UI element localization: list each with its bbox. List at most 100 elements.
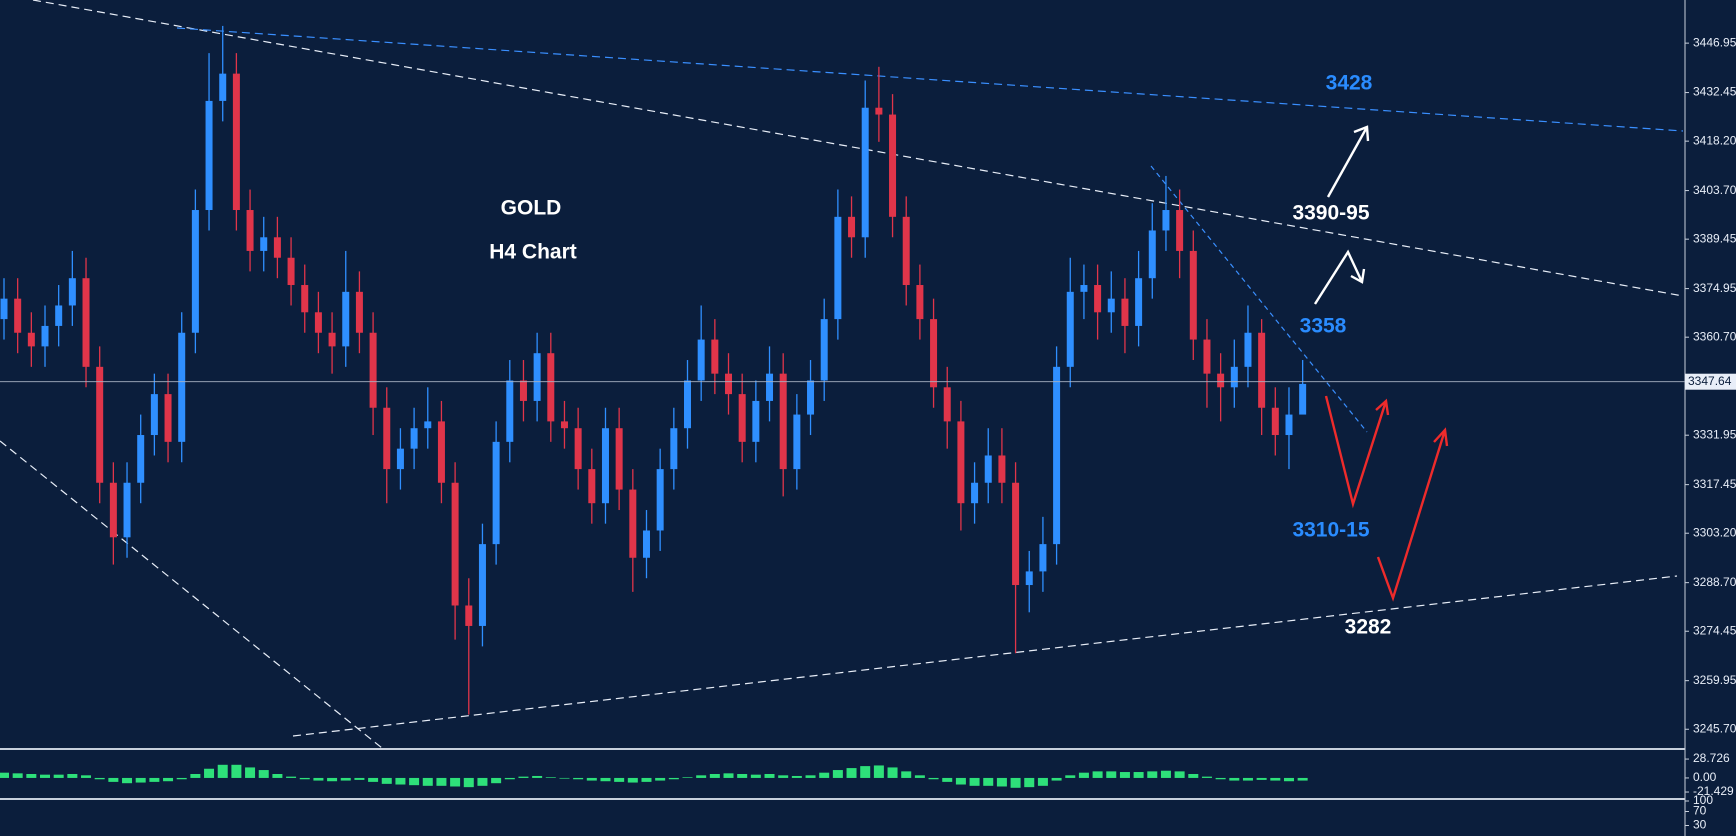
candle-body <box>752 400 760 442</box>
arrow <box>1324 395 1388 509</box>
candle-body <box>697 339 705 381</box>
candle-body <box>1189 250 1197 340</box>
histogram-bar <box>327 777 338 782</box>
histogram-bar <box>573 777 584 780</box>
candle-body <box>96 366 104 483</box>
histogram-bar <box>860 766 871 778</box>
histogram-bar <box>1174 771 1185 778</box>
histogram-bar <box>928 777 939 780</box>
histogram-bar <box>1010 777 1021 788</box>
y-tick-label: 3360.70 <box>1693 329 1736 343</box>
y-tick-label: 3245.70 <box>1693 721 1736 735</box>
candle-body <box>410 428 418 449</box>
histogram-bar <box>655 777 666 781</box>
candle-body <box>383 407 391 470</box>
candle-body <box>164 394 172 442</box>
candle-body <box>1244 332 1252 367</box>
histogram-bar <box>381 777 392 784</box>
candle-body <box>656 469 664 531</box>
histogram-bar <box>641 777 652 782</box>
histogram-bar <box>1147 771 1158 778</box>
candle-body <box>273 237 281 258</box>
candle-body <box>1148 230 1156 279</box>
y-tick-label: 3374.95 <box>1693 281 1736 295</box>
candle-body <box>943 387 951 422</box>
candle-body <box>766 373 774 401</box>
candle-body <box>1299 383 1307 415</box>
candle-body <box>314 312 322 333</box>
candle-body <box>1066 291 1074 367</box>
candle-body <box>779 373 787 470</box>
histogram-bar <box>491 777 502 784</box>
histogram-bar <box>778 775 789 778</box>
histogram-bar <box>805 775 816 778</box>
candle-body <box>670 428 678 470</box>
histogram-bar <box>1256 777 1267 780</box>
annotation: 3282 <box>1345 616 1392 639</box>
candle-body <box>629 489 637 558</box>
histogram-bar <box>368 777 379 782</box>
chart-title: GOLD <box>501 197 562 220</box>
histogram-bar <box>1201 776 1212 778</box>
trend-line <box>1150 165 1368 433</box>
histogram-bar <box>504 777 515 780</box>
trend-line <box>292 575 1678 737</box>
histogram-bar <box>286 776 297 778</box>
candle-body <box>1271 407 1279 436</box>
histogram-bar <box>1119 772 1130 778</box>
y-tick-label: 3317.45 <box>1693 477 1736 491</box>
candle-body <box>1162 210 1170 231</box>
histogram-bar <box>313 777 324 781</box>
histogram-bar <box>764 774 775 778</box>
y-tick-label: 3432.45 <box>1693 85 1736 99</box>
y-tick-label: 3446.95 <box>1693 35 1736 49</box>
histogram-bar <box>709 774 720 778</box>
trend-line <box>0 440 383 749</box>
candle-body <box>1053 366 1061 545</box>
candle-body <box>232 73 240 211</box>
candle-body <box>68 278 76 306</box>
histogram-bar <box>614 777 625 782</box>
candle-body <box>191 210 199 333</box>
candle-body <box>1107 298 1115 313</box>
candle-body <box>205 100 213 211</box>
histogram-bar <box>204 768 215 778</box>
histogram-bar <box>955 777 966 785</box>
y-tick-label: -21.429 <box>1693 784 1734 798</box>
candle-body <box>1176 210 1184 251</box>
histogram-bar <box>996 777 1007 787</box>
y-tick-label: 3389.45 <box>1693 231 1736 245</box>
candle-body <box>492 441 500 545</box>
histogram-bar <box>914 775 925 778</box>
histogram-bar <box>887 767 898 778</box>
histogram-bar <box>901 771 912 778</box>
candle-body <box>355 291 363 333</box>
y-tick-label: 28.726 <box>1693 751 1730 765</box>
histogram-bar <box>1051 777 1062 781</box>
candle-body <box>465 605 473 626</box>
candle-body <box>1094 285 1102 313</box>
histogram-bar <box>1188 774 1199 778</box>
histogram-bar <box>450 777 461 787</box>
candle-body <box>301 285 309 313</box>
histogram-bar <box>299 777 310 780</box>
histogram-bar <box>791 775 802 778</box>
arrows <box>1313 125 1449 602</box>
histogram-bar <box>340 777 351 781</box>
histogram-bar <box>53 774 64 778</box>
candle-body <box>889 114 897 217</box>
candle-body <box>260 237 268 251</box>
histogram-bar <box>272 774 283 778</box>
histogram-bar <box>108 777 119 782</box>
histogram-bar <box>600 777 611 782</box>
candle-body <box>1135 278 1143 326</box>
candle-body <box>875 107 883 115</box>
histogram-bar <box>1024 777 1035 788</box>
histogram-bar <box>1283 777 1294 782</box>
arrow-head <box>1433 427 1449 447</box>
histogram-bar <box>422 777 433 786</box>
histogram-bar <box>81 775 92 778</box>
candle-body <box>519 380 527 401</box>
histogram-bar <box>149 777 160 782</box>
